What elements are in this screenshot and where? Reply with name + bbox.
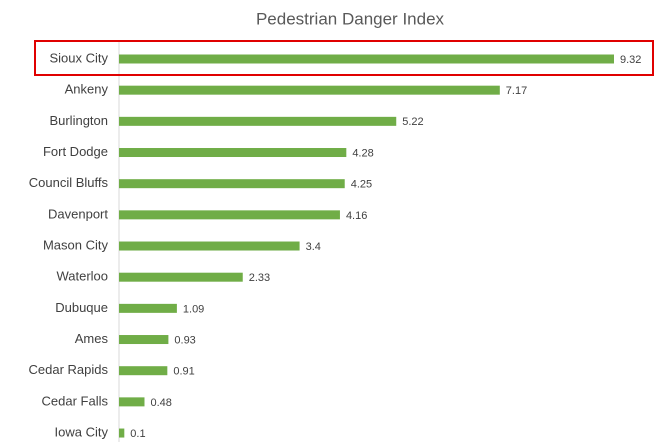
bar — [119, 335, 169, 345]
y-tick-label: Sioux City — [49, 50, 108, 65]
bar — [119, 366, 168, 376]
y-tick-label: Davenport — [48, 206, 108, 221]
y-tick-label: Fort Dodge — [43, 144, 108, 159]
data-label: 0.93 — [174, 334, 195, 346]
bar — [119, 428, 125, 438]
data-label: 0.1 — [130, 428, 145, 440]
data-label: 9.32 — [620, 54, 641, 66]
data-label: 1.09 — [183, 303, 204, 315]
data-label: 7.17 — [506, 85, 527, 97]
y-tick-label: Waterloo — [56, 269, 108, 284]
data-label: 4.16 — [346, 210, 367, 222]
data-label: 4.25 — [351, 179, 372, 191]
chart-title: Pedestrian Danger Index — [256, 9, 445, 28]
data-label: 0.91 — [173, 366, 194, 378]
data-label: 4.28 — [352, 147, 373, 159]
data-label: 2.33 — [249, 272, 270, 284]
bar — [119, 85, 500, 95]
bar — [119, 179, 345, 189]
y-tick-label: Ames — [75, 331, 109, 346]
y-tick-label: Council Bluffs — [29, 175, 109, 190]
bar — [119, 210, 340, 220]
data-label: 0.48 — [150, 397, 171, 409]
bar — [119, 303, 177, 313]
bar — [119, 397, 145, 407]
highlight-box — [34, 40, 654, 76]
y-tick-label: Dubuque — [55, 300, 108, 315]
y-tick-label: Cedar Falls — [42, 393, 109, 408]
y-tick-label: Cedar Rapids — [29, 362, 109, 377]
data-label: 3.4 — [306, 241, 321, 253]
bar — [119, 272, 243, 282]
y-tick-label: Mason City — [43, 237, 109, 252]
bar — [119, 116, 397, 126]
data-label: 5.22 — [402, 116, 423, 128]
bar — [119, 148, 347, 158]
bar — [119, 241, 300, 251]
bar — [119, 54, 614, 64]
y-tick-label: Burlington — [49, 113, 108, 128]
y-tick-label: Ankeny — [65, 82, 109, 97]
y-tick-label: Iowa City — [55, 424, 109, 439]
